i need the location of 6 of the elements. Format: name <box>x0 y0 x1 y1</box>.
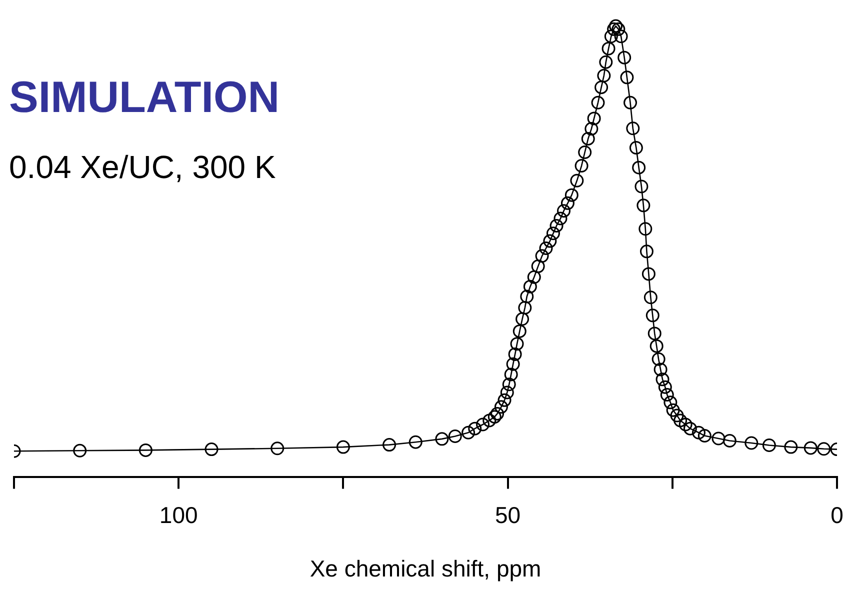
x-tick-label: 100 <box>159 502 198 528</box>
x-tick-label: 0 <box>830 502 844 528</box>
text: SIMULATION <box>9 73 280 122</box>
text: 0.04 Xe/UC, 300 K <box>9 149 276 185</box>
x-tick-label: 50 <box>495 502 521 528</box>
x-axis-title: Xe chemical shift, ppm <box>310 556 542 582</box>
